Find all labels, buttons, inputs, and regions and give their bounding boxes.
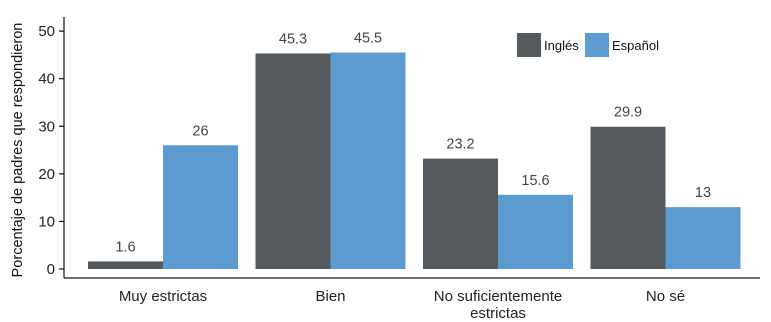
y-tick-label: 20 <box>38 166 55 183</box>
data-labels-group: 1.6 26 45.3 45.5 23.2 15.6 29.9 13 <box>115 31 711 256</box>
bar-value-label: 13 <box>695 185 711 201</box>
y-tick-label: 10 <box>38 213 55 230</box>
bar <box>590 126 666 269</box>
bar <box>255 53 331 269</box>
y-axis-title: Porcentaje de padres que respondieron <box>10 23 26 278</box>
legend-label: Español <box>612 38 659 53</box>
x-axis-labels: Muy estrictas Bien No suficientementeestri… <box>119 288 685 322</box>
legend-label: Inglés <box>544 38 579 53</box>
bar-value-label: 26 <box>192 123 208 139</box>
y-tick-label: 50 <box>38 23 55 40</box>
x-tick-label: estrictas <box>470 305 526 322</box>
bars-group <box>88 52 741 269</box>
y-tick-label: 30 <box>38 118 55 135</box>
x-tick-label: Muy estrictas <box>119 288 207 305</box>
x-tick-label: No sé <box>646 288 685 305</box>
bar <box>88 261 163 269</box>
bar-value-label: 45.3 <box>279 31 307 47</box>
y-axis-ticks: 0 10 20 30 40 50 <box>38 23 64 278</box>
bar-value-label: 45.5 <box>354 31 382 47</box>
bar-value-label: 23.2 <box>446 137 474 153</box>
bar <box>665 207 741 269</box>
y-tick-label: 0 <box>47 261 55 278</box>
bar <box>498 194 573 269</box>
bar-value-label: 1.6 <box>115 239 135 255</box>
bar-value-label: 15.6 <box>521 173 549 189</box>
bar <box>423 158 498 269</box>
legend-swatch <box>517 33 541 57</box>
x-tick-label: Bien <box>315 288 345 305</box>
bar <box>163 145 238 269</box>
y-tick-label: 40 <box>38 71 55 88</box>
bar <box>330 52 406 269</box>
bar-value-label: 29.9 <box>614 105 642 121</box>
legend-swatch <box>585 33 609 57</box>
legend: Inglés Español <box>517 33 659 57</box>
x-tick-label: No suficientemente <box>434 288 562 305</box>
